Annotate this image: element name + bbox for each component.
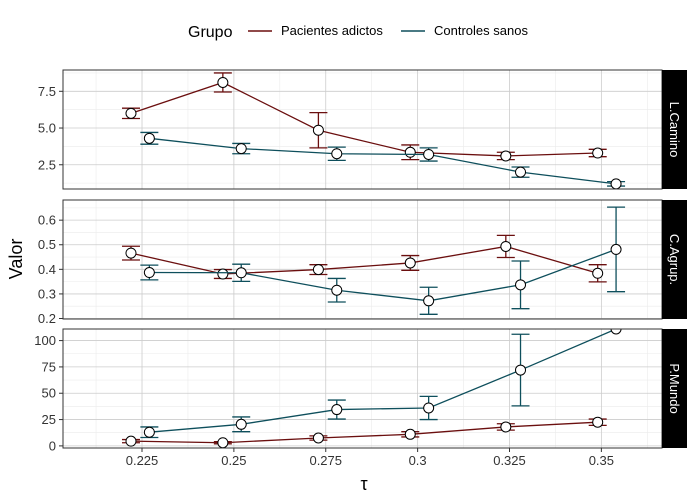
- data-point: [143, 132, 155, 144]
- panel-P.Mundo: 0 25 50 75 100 P.Mundo: [34, 328, 687, 453]
- data-point: [125, 247, 137, 259]
- data-point: [592, 267, 604, 279]
- data-point: [312, 264, 324, 276]
- data-point: [592, 416, 604, 428]
- panel-background: [63, 70, 662, 189]
- strip-label: P.Mundo: [667, 363, 682, 413]
- series-line: [149, 248, 617, 302]
- data-point: [500, 150, 512, 162]
- data-point: [217, 76, 229, 88]
- data-point: [610, 329, 622, 335]
- y-tick-label: 100: [34, 333, 56, 348]
- panel-background: [63, 329, 662, 448]
- data-point: [515, 279, 527, 291]
- y-tick-label: 75: [42, 359, 56, 374]
- data-point: [312, 432, 324, 444]
- y-tick-label: 50: [42, 386, 56, 401]
- y-tick-label: 0.5: [38, 237, 56, 252]
- panels: 2.5 5.0 7.5 L.Camino 0.2 0.3 0.4 0.5 0.6 C.Agrup.…: [34, 69, 687, 453]
- strip-background: [662, 329, 687, 448]
- series-pacientes-adictos: [121, 416, 607, 448]
- y-tick-label: 25: [42, 412, 56, 427]
- panel-series: [121, 206, 626, 315]
- data-point: [235, 267, 247, 279]
- data-point: [610, 243, 622, 255]
- y-tick-label: 7.5: [38, 84, 56, 99]
- x-tick-label: 0.225: [126, 453, 159, 468]
- data-point: [423, 295, 435, 307]
- series-line: [130, 81, 598, 157]
- data-point: [592, 147, 604, 159]
- data-point: [423, 402, 435, 414]
- series-line: [149, 137, 617, 185]
- data-point: [515, 364, 527, 376]
- series-controles-sanos: [140, 329, 622, 439]
- y-tick-label: 0: [49, 438, 56, 453]
- y-tick-label: 2.5: [38, 157, 56, 172]
- legend: Grupo Pacientes adictos Controles sanos: [188, 23, 528, 41]
- y-tick-label: 0.2: [38, 311, 56, 326]
- data-point: [404, 146, 416, 158]
- y-tick-label: 0.6: [38, 213, 56, 228]
- y-tick-label: 0.3: [38, 286, 56, 301]
- x-tick-label: 0.35: [589, 453, 614, 468]
- data-point: [235, 418, 247, 430]
- panel-background: [63, 200, 662, 319]
- data-point: [500, 421, 512, 433]
- data-point: [125, 107, 137, 119]
- series-pacientes-adictos: [121, 72, 607, 162]
- data-point: [143, 426, 155, 438]
- series-controles-sanos: [140, 131, 626, 189]
- strip-background: [662, 70, 687, 189]
- strip-label: L.Camino: [667, 102, 682, 158]
- x-tick-label: 0.3: [409, 453, 427, 468]
- series-line: [130, 245, 598, 275]
- y-tick-label: 5.0: [38, 121, 56, 136]
- legend-label-controles: Controles sanos: [434, 23, 528, 38]
- strip-background: [662, 200, 687, 319]
- data-point: [404, 428, 416, 440]
- panel-L.Camino: 2.5 5.0 7.5 L.Camino: [38, 69, 687, 190]
- data-point: [217, 268, 229, 280]
- panel-series: [121, 72, 626, 189]
- data-point: [217, 437, 229, 448]
- series-pacientes-adictos: [121, 234, 607, 283]
- data-point: [125, 435, 137, 447]
- data-point: [331, 284, 343, 296]
- x-axis: 0.225 0.25 0.275 0.3 0.325 0.35: [126, 448, 614, 468]
- data-point: [404, 257, 416, 269]
- legend-title: Grupo: [188, 24, 233, 41]
- x-tick-label: 0.25: [221, 453, 246, 468]
- y-tick-label: 0.4: [38, 262, 56, 277]
- data-point: [331, 148, 343, 160]
- data-point: [143, 267, 155, 279]
- data-point: [610, 178, 622, 189]
- series-line: [130, 421, 598, 444]
- panel-C.Agrup.: 0.2 0.3 0.4 0.5 0.6 C.Agrup.: [38, 199, 687, 326]
- series-controles-sanos: [140, 206, 626, 315]
- x-tick-label: 0.325: [493, 453, 526, 468]
- data-point: [500, 240, 512, 252]
- strip-label: C.Agrup.: [667, 234, 682, 285]
- data-point: [312, 124, 324, 136]
- panel-series: [121, 329, 622, 448]
- data-point: [331, 404, 343, 416]
- data-point: [515, 166, 527, 178]
- data-point: [235, 143, 247, 155]
- series-line: [149, 329, 617, 433]
- x-tick-label: 0.275: [309, 453, 342, 468]
- legend-label-pacientes: Pacientes adictos: [281, 23, 383, 38]
- data-point: [423, 148, 435, 160]
- x-axis-title: τ: [360, 474, 367, 494]
- y-axis-title: Valor: [6, 239, 26, 280]
